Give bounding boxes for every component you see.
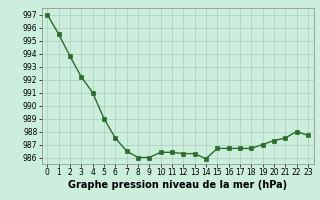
X-axis label: Graphe pression niveau de la mer (hPa): Graphe pression niveau de la mer (hPa): [68, 180, 287, 190]
